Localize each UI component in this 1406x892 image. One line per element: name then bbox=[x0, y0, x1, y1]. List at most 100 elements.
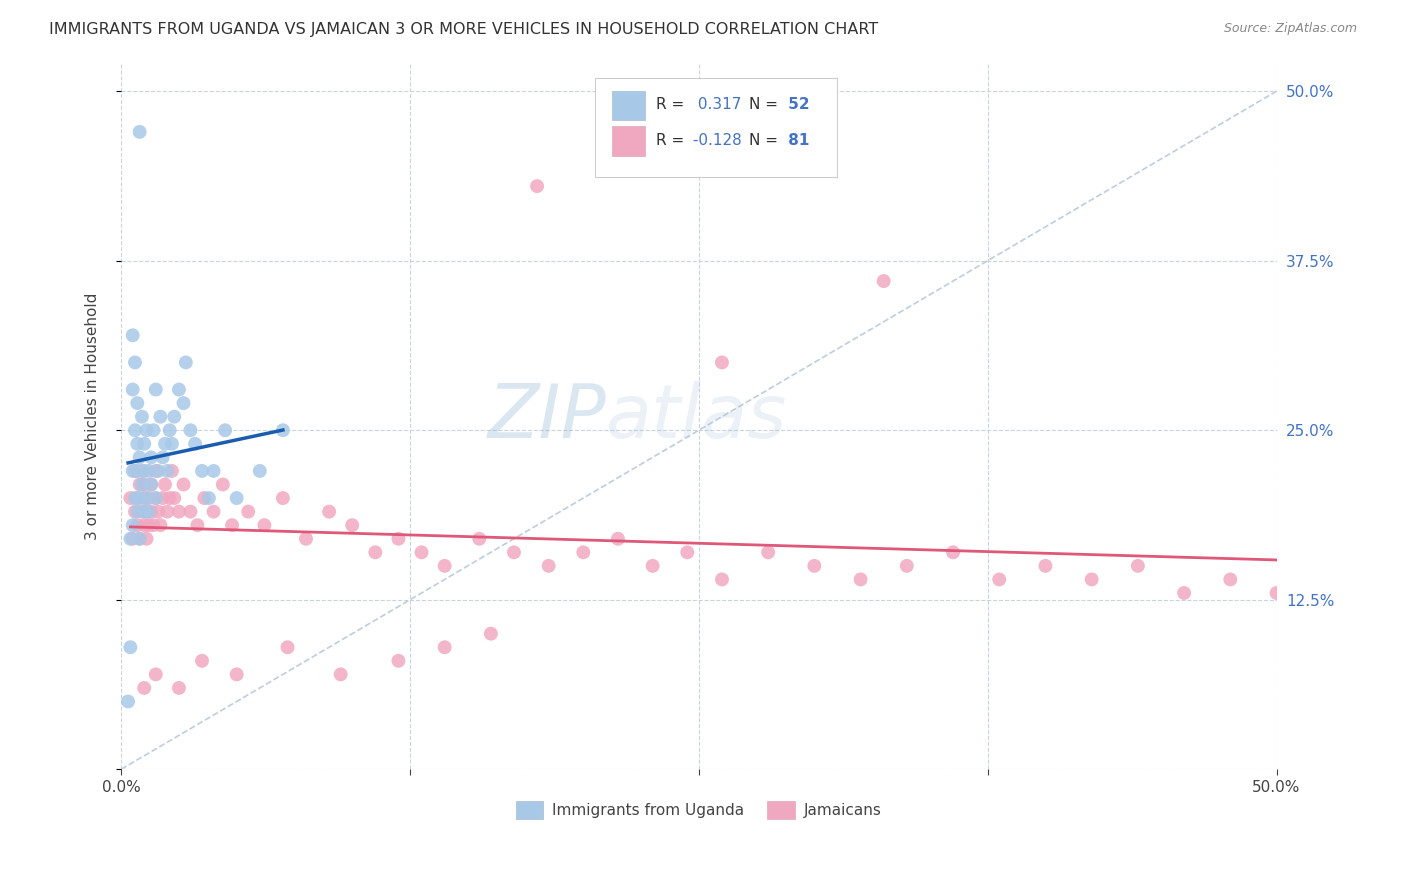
Point bbox=[803, 558, 825, 573]
Legend: Immigrants from Uganda, Jamaicans: Immigrants from Uganda, Jamaicans bbox=[509, 796, 889, 825]
Point bbox=[117, 694, 139, 708]
Point bbox=[295, 532, 318, 546]
Point bbox=[1080, 573, 1102, 587]
Point bbox=[1265, 586, 1288, 600]
Point bbox=[145, 667, 167, 681]
Point bbox=[142, 423, 165, 437]
Text: R =: R = bbox=[657, 97, 685, 112]
Point bbox=[167, 505, 190, 519]
Point bbox=[128, 450, 150, 465]
Point bbox=[128, 532, 150, 546]
Point bbox=[152, 450, 174, 465]
Point bbox=[198, 491, 221, 505]
Point bbox=[607, 532, 630, 546]
Point bbox=[160, 464, 183, 478]
Point bbox=[174, 355, 197, 369]
Point bbox=[138, 505, 160, 519]
Point bbox=[676, 545, 699, 559]
Point bbox=[756, 545, 779, 559]
Point bbox=[131, 505, 153, 519]
Text: atlas: atlas bbox=[606, 381, 787, 452]
Point bbox=[131, 409, 153, 424]
Point bbox=[134, 681, 156, 695]
Point bbox=[127, 464, 149, 478]
Point bbox=[120, 491, 142, 505]
Point bbox=[121, 532, 143, 546]
Point bbox=[225, 491, 247, 505]
Bar bbox=[612, 126, 644, 156]
Point bbox=[202, 464, 225, 478]
FancyBboxPatch shape bbox=[595, 78, 838, 177]
Point bbox=[127, 437, 149, 451]
Point bbox=[131, 464, 153, 478]
Point bbox=[942, 545, 965, 559]
Point bbox=[342, 518, 364, 533]
Point bbox=[141, 450, 163, 465]
Point bbox=[249, 464, 271, 478]
Point bbox=[329, 667, 352, 681]
Point bbox=[135, 423, 157, 437]
Point bbox=[156, 464, 179, 478]
Point bbox=[145, 464, 167, 478]
Point bbox=[127, 491, 149, 505]
Point bbox=[873, 274, 896, 288]
Text: IMMIGRANTS FROM UGANDA VS JAMAICAN 3 OR MORE VEHICLES IN HOUSEHOLD CORRELATION C: IMMIGRANTS FROM UGANDA VS JAMAICAN 3 OR … bbox=[49, 22, 879, 37]
Point bbox=[124, 423, 146, 437]
Point bbox=[214, 423, 236, 437]
Text: R =: R = bbox=[657, 133, 685, 148]
Point bbox=[152, 491, 174, 505]
Point bbox=[318, 505, 340, 519]
Point bbox=[146, 464, 169, 478]
Point bbox=[149, 518, 172, 533]
Point bbox=[191, 464, 214, 478]
Point bbox=[271, 423, 294, 437]
Text: 0.317: 0.317 bbox=[693, 97, 741, 112]
Point bbox=[121, 464, 143, 478]
Point bbox=[120, 640, 142, 655]
Text: Source: ZipAtlas.com: Source: ZipAtlas.com bbox=[1223, 22, 1357, 36]
Point bbox=[163, 409, 186, 424]
Point bbox=[276, 640, 298, 655]
Point bbox=[173, 477, 195, 491]
Point bbox=[153, 477, 176, 491]
Point bbox=[153, 437, 176, 451]
Point bbox=[124, 505, 146, 519]
Point bbox=[167, 383, 190, 397]
Point bbox=[138, 518, 160, 533]
Point bbox=[710, 355, 733, 369]
Point bbox=[163, 491, 186, 505]
Point bbox=[1219, 573, 1241, 587]
Point bbox=[271, 491, 294, 505]
Point bbox=[135, 505, 157, 519]
Point bbox=[121, 383, 143, 397]
Point bbox=[238, 505, 260, 519]
Point bbox=[127, 505, 149, 519]
Point bbox=[124, 355, 146, 369]
Point bbox=[141, 505, 163, 519]
Text: 81: 81 bbox=[783, 133, 810, 148]
Point bbox=[134, 491, 156, 505]
Point bbox=[134, 464, 156, 478]
Point bbox=[121, 518, 143, 533]
Point bbox=[135, 491, 157, 505]
Point bbox=[173, 396, 195, 410]
Point bbox=[896, 558, 918, 573]
Point bbox=[138, 491, 160, 505]
Bar bbox=[612, 91, 644, 120]
Point bbox=[253, 518, 276, 533]
Point bbox=[128, 532, 150, 546]
Point bbox=[433, 558, 456, 573]
Point bbox=[387, 532, 409, 546]
Point bbox=[572, 545, 595, 559]
Point bbox=[1035, 558, 1057, 573]
Point bbox=[124, 464, 146, 478]
Point bbox=[191, 654, 214, 668]
Point bbox=[710, 573, 733, 587]
Point bbox=[141, 477, 163, 491]
Point bbox=[134, 437, 156, 451]
Point bbox=[128, 477, 150, 491]
Point bbox=[134, 518, 156, 533]
Point bbox=[526, 179, 548, 194]
Point bbox=[211, 477, 233, 491]
Point bbox=[167, 681, 190, 695]
